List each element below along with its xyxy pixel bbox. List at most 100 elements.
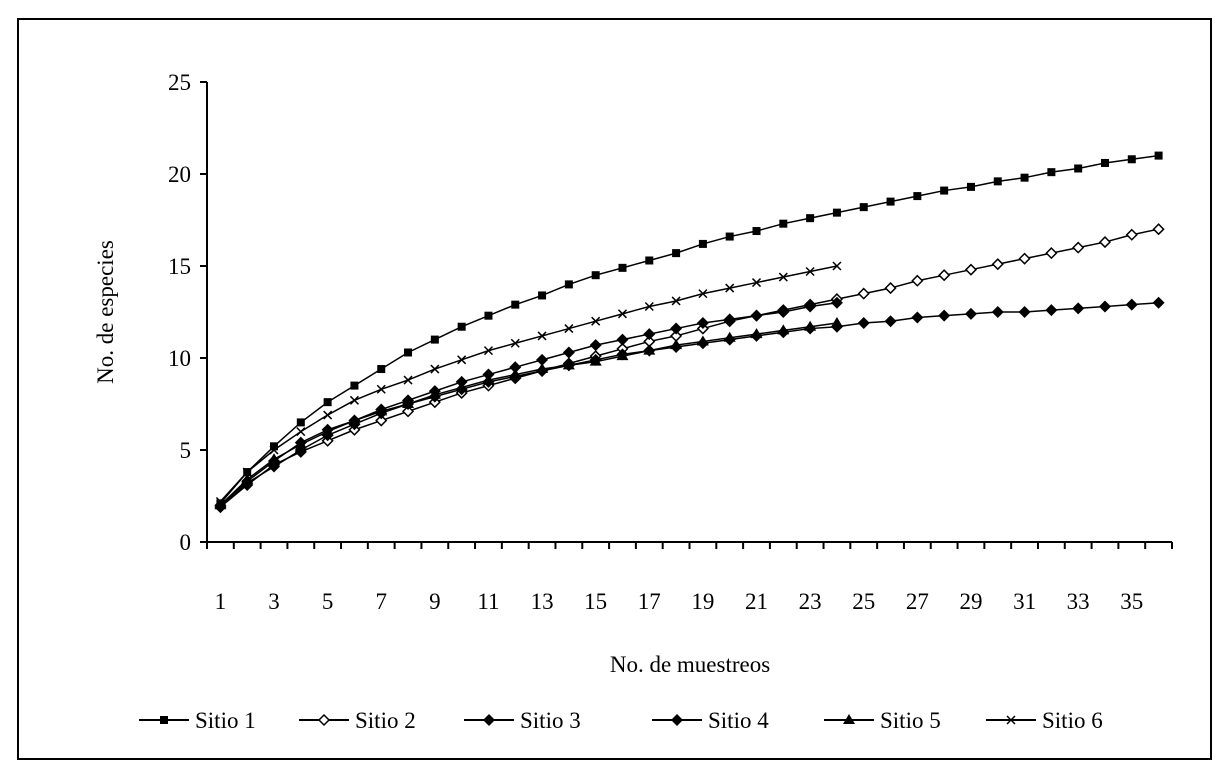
data-point: [805, 266, 815, 277]
data-point: [832, 261, 842, 271]
data-point: [643, 344, 656, 355]
data-point: [536, 363, 549, 374]
data-point: [804, 300, 817, 313]
data-point: [723, 313, 736, 326]
legend-marker: [160, 716, 168, 724]
data-point: [294, 438, 307, 449]
legend-item: Sitio 1: [139, 708, 256, 733]
data-point: [402, 398, 415, 408]
data-point: [696, 317, 709, 330]
data-point: [1127, 155, 1136, 164]
legend-label: Sitio 3: [520, 708, 581, 733]
legend-marker: [843, 714, 855, 724]
data-point: [884, 282, 897, 295]
data-point: [404, 348, 413, 357]
data-point: [511, 300, 520, 309]
data-point: [884, 315, 897, 328]
series-6: [215, 261, 842, 507]
data-point: [376, 384, 386, 394]
series-2: [214, 223, 1165, 514]
x-axis-title: No. de muestreos: [610, 652, 770, 677]
data-point: [698, 289, 708, 299]
data-point: [457, 355, 467, 365]
data-point: [913, 192, 922, 201]
data-point: [1072, 241, 1085, 254]
legend: Sitio 1 Sitio 2 Sitio 3 Sitio 4 Sitio 5 Sitio…: [139, 708, 1103, 733]
data-point: [536, 353, 549, 366]
data-point: [510, 338, 520, 348]
data-point: [670, 322, 683, 335]
data-point: [966, 182, 975, 191]
data-point: [696, 335, 709, 346]
y-tick-label: 20: [168, 162, 191, 187]
data-point: [589, 355, 602, 366]
data-point: [777, 306, 790, 318]
x-tick-label: 23: [799, 589, 822, 614]
series-layer: [214, 151, 1165, 514]
x-tick-label: 33: [1067, 589, 1090, 614]
data-point: [1074, 164, 1083, 173]
x-tick-label: 13: [531, 589, 554, 614]
data-point: [698, 239, 707, 248]
series-line: [219, 302, 838, 506]
data-point: [562, 359, 575, 370]
data-point: [484, 311, 493, 320]
data-point: [616, 333, 629, 346]
data-point: [751, 278, 762, 288]
y-tick-label: 15: [168, 254, 191, 279]
data-point: [269, 445, 279, 455]
series-line: [219, 302, 1159, 508]
data-point: [670, 339, 683, 350]
x-tick-label: 21: [745, 589, 768, 614]
y-axis-title: No. de especies: [93, 240, 118, 384]
data-point: [723, 331, 736, 342]
y-tick-label: 0: [180, 530, 192, 555]
x-tick-label: 25: [852, 589, 875, 614]
data-point: [806, 214, 815, 223]
y-tick-label: 10: [168, 346, 191, 371]
data-point: [804, 320, 817, 331]
data-point: [778, 272, 788, 282]
x-tick-label: 7: [375, 589, 387, 614]
data-point: [350, 381, 359, 390]
data-point: [1098, 300, 1111, 313]
data-point: [617, 309, 628, 319]
data-point: [589, 339, 602, 352]
legend-label: Sitio 1: [195, 708, 256, 733]
data-point: [857, 287, 870, 300]
legend-item: Sitio 6: [986, 708, 1103, 733]
data-point: [591, 271, 600, 280]
data-point: [911, 311, 924, 324]
series-4: [214, 296, 843, 512]
data-point: [323, 410, 333, 420]
data-point: [777, 324, 790, 335]
data-point: [991, 306, 1004, 318]
data-point: [509, 368, 522, 379]
data-point: [564, 280, 573, 289]
data-point: [1018, 306, 1031, 318]
data-point: [857, 317, 870, 330]
data-point: [1100, 158, 1109, 167]
data-point: [483, 346, 493, 356]
data-point: [830, 296, 843, 309]
data-point: [509, 361, 522, 374]
data-point: [1154, 151, 1163, 160]
x-tick-label: 27: [906, 589, 929, 614]
data-point: [672, 249, 681, 258]
data-point: [323, 398, 332, 407]
data-point: [750, 328, 763, 339]
data-point: [993, 177, 1002, 186]
data-point: [1098, 236, 1112, 249]
data-point: [645, 256, 654, 265]
legend-item: Sitio 5: [824, 708, 941, 733]
data-point: [403, 375, 413, 385]
data-point: [644, 301, 654, 312]
legend-label: Sitio 4: [708, 708, 769, 733]
data-point: [671, 296, 681, 306]
data-point: [1045, 247, 1058, 260]
chart-frame: [17, 18, 1212, 760]
data-point: [618, 263, 627, 272]
data-point: [430, 364, 440, 374]
x-tick-label: 31: [1013, 589, 1036, 614]
